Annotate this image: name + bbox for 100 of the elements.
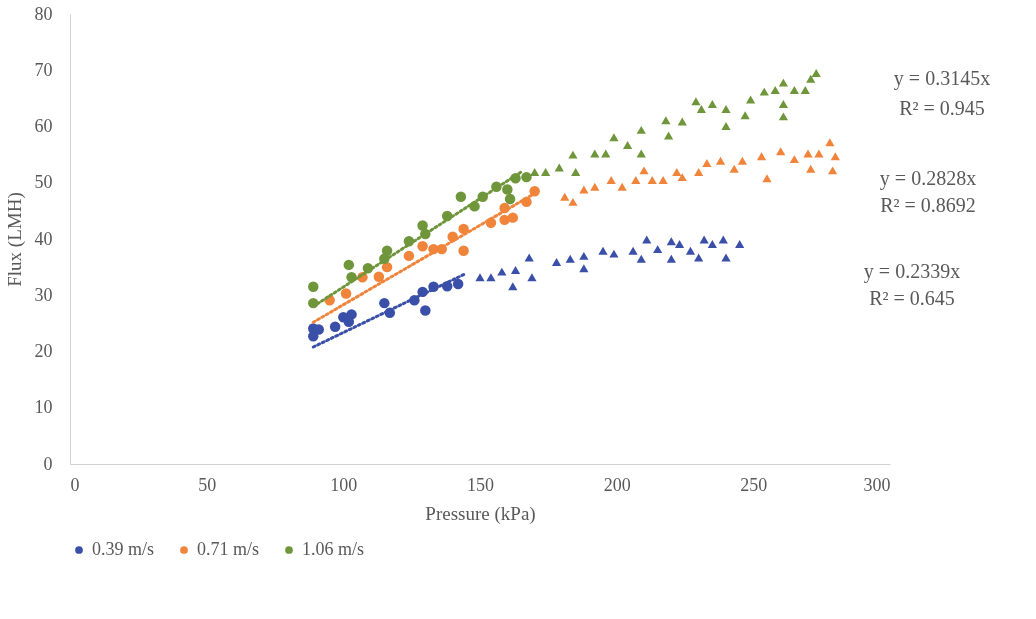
y-tick-label: 0	[43, 453, 53, 474]
point	[740, 111, 750, 120]
point	[647, 175, 657, 184]
annotation: R² = 0.645	[869, 287, 955, 309]
point	[639, 166, 649, 175]
y-axis-title: Flux (LMH)	[3, 192, 26, 287]
point	[617, 182, 627, 191]
legend-label: 1.06 m/s	[302, 539, 365, 559]
point	[762, 174, 772, 183]
annotation: R² = 0.8692	[880, 194, 976, 216]
point	[715, 156, 726, 165]
point	[502, 184, 513, 195]
point	[530, 168, 540, 177]
point	[403, 250, 415, 262]
point	[666, 254, 676, 263]
point	[636, 254, 646, 263]
point	[674, 240, 685, 249]
point	[806, 74, 816, 83]
point	[606, 175, 616, 184]
point	[778, 100, 789, 108]
point	[308, 281, 319, 293]
point	[685, 246, 696, 255]
point	[521, 171, 532, 183]
point	[642, 235, 652, 244]
point	[504, 193, 516, 205]
point	[759, 87, 769, 96]
point	[420, 305, 431, 316]
point	[800, 85, 810, 94]
point	[806, 164, 816, 173]
point	[579, 264, 589, 273]
point	[507, 212, 519, 223]
annotation: y = 0.2339x	[863, 260, 961, 283]
y-tick-label: 30	[34, 284, 53, 305]
point	[770, 85, 780, 94]
point	[707, 240, 717, 249]
annotation: y = 0.2828x	[879, 167, 977, 190]
x-tick-label: 150	[467, 474, 494, 495]
point	[789, 85, 799, 94]
point	[702, 159, 712, 168]
y-tick-label: 80	[34, 3, 53, 24]
point	[825, 138, 835, 147]
point	[699, 235, 709, 244]
point	[598, 246, 608, 255]
y-tick-label: 10	[34, 397, 53, 418]
point	[609, 249, 619, 258]
point	[694, 168, 704, 177]
text: y = 0.3145x	[893, 67, 991, 90]
x-tick-label: 0	[70, 474, 80, 495]
point	[373, 271, 385, 282]
point	[776, 147, 786, 156]
point	[735, 240, 745, 249]
x-axis-title: Pressure (kPa)	[425, 502, 536, 525]
point	[568, 197, 578, 206]
point	[811, 69, 821, 78]
point	[343, 259, 355, 271]
point	[631, 175, 641, 184]
point	[340, 288, 352, 299]
legend-label: 0.39 m/s	[92, 539, 155, 559]
point	[707, 100, 717, 108]
point	[622, 141, 633, 150]
point	[486, 273, 496, 282]
point	[455, 191, 467, 203]
point	[508, 282, 518, 291]
point	[672, 168, 682, 177]
point	[417, 220, 428, 231]
point	[653, 245, 663, 254]
point	[381, 261, 393, 273]
point	[499, 214, 510, 226]
point	[417, 241, 428, 252]
x-tick-label: 250	[740, 474, 768, 495]
x-tick-label: 50	[198, 474, 217, 495]
point	[475, 273, 485, 282]
y-tick-label: 50	[34, 172, 53, 193]
point	[830, 152, 840, 161]
x-tick-label: 300	[863, 474, 891, 495]
legend-label: 0.71 m/s	[197, 539, 260, 559]
point	[721, 105, 731, 114]
point	[789, 155, 799, 164]
x-tick-label: 200	[603, 474, 631, 495]
point	[661, 116, 671, 125]
point	[721, 253, 731, 262]
point	[560, 192, 570, 201]
point	[497, 267, 507, 276]
point	[551, 258, 562, 267]
point	[778, 78, 789, 87]
point	[565, 254, 575, 263]
point	[718, 235, 728, 244]
point	[329, 321, 341, 332]
point	[756, 152, 767, 161]
point	[609, 133, 619, 142]
point	[540, 168, 551, 177]
point	[527, 273, 537, 282]
point	[568, 150, 578, 159]
point	[696, 105, 707, 114]
point	[571, 168, 581, 177]
point	[677, 173, 687, 182]
y-tick-label: 70	[34, 59, 53, 80]
point	[694, 253, 704, 262]
point	[458, 223, 469, 235]
point	[579, 251, 589, 260]
